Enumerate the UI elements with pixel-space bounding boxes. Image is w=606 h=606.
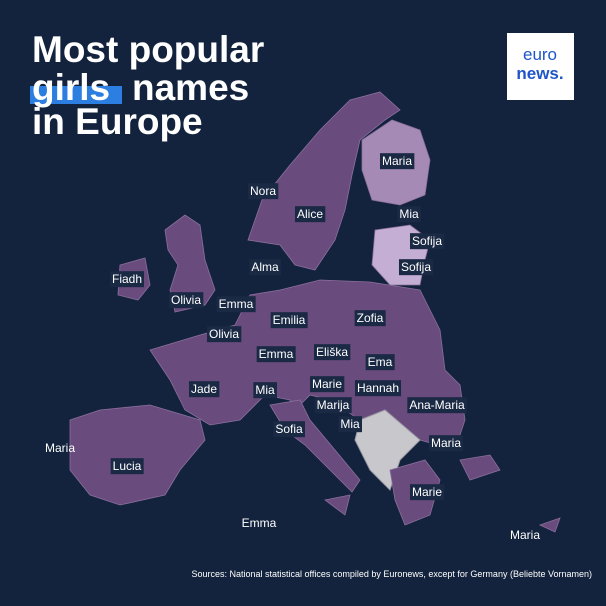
label-box (206, 326, 242, 343)
label-box (379, 153, 415, 170)
country-label: Lucia (113, 459, 142, 473)
label-box (309, 376, 345, 393)
country-label: Maria (45, 441, 75, 455)
logo-text: news. (516, 64, 563, 83)
country-label: Nora (250, 184, 276, 198)
country-label: Olivia (171, 293, 201, 307)
logo-text: euro (523, 45, 557, 64)
label-box (313, 344, 351, 361)
label-box (354, 310, 386, 327)
logo (507, 33, 574, 100)
label-box (253, 382, 277, 399)
country-label: Sofija (412, 234, 442, 248)
country-label: Maria (431, 436, 461, 450)
label-box (270, 312, 308, 329)
country-label: Mia (399, 207, 419, 221)
title-line: in Europe (32, 101, 203, 142)
label-box (338, 416, 362, 433)
label-box (409, 484, 445, 501)
country-label: Alice (297, 207, 323, 221)
country-label: Mia (340, 417, 360, 431)
label-box (256, 346, 296, 363)
country-label: Sofija (401, 260, 431, 274)
country-label: Emilia (273, 313, 306, 327)
country-label: Fiadh (112, 272, 142, 286)
highlight (30, 86, 122, 104)
country-label: Marie (412, 485, 442, 499)
label-box (168, 292, 204, 309)
country-label: Hannah (357, 381, 399, 395)
label-box (110, 458, 144, 475)
country-label: Zofia (357, 311, 384, 325)
country-label: Maria (382, 154, 412, 168)
label-box (247, 183, 279, 200)
country-label: Alma (251, 260, 279, 274)
label-box (188, 381, 220, 398)
label-box (109, 271, 145, 288)
country-label: Olivia (209, 327, 239, 341)
labels: Maria Nora Alice Mia Sofija Alma Sofija Fiadh Ol… (45, 153, 540, 542)
label-box (273, 421, 305, 438)
country-label: Emma (219, 297, 254, 311)
label-box (249, 259, 281, 276)
country-label: Mia (255, 383, 275, 397)
country-label: Marie (312, 377, 342, 391)
label-box (398, 259, 434, 276)
label-box (407, 397, 467, 414)
label-box (365, 354, 395, 371)
title-line: Most popular (32, 29, 264, 70)
label-box (428, 435, 464, 452)
country-label: Jade (191, 382, 217, 396)
label-box (397, 206, 421, 223)
country-label: Maria (510, 528, 540, 542)
label-box (216, 296, 256, 313)
title-line: names (132, 67, 249, 108)
title-highlight: girls (32, 67, 110, 108)
country-label: Emma (259, 347, 294, 361)
country-label: Sofia (275, 422, 303, 436)
label-box (409, 233, 445, 250)
country-label: Emma (242, 516, 277, 530)
country-label: Ema (368, 355, 393, 369)
source: Sources: National statistical offices co… (191, 569, 592, 579)
label-box (314, 397, 352, 414)
country-label: Marija (317, 398, 350, 412)
label-box (294, 206, 326, 223)
country-label: Eliška (316, 345, 348, 359)
country-label: Ana-Maria (409, 398, 465, 412)
label-box (354, 380, 402, 397)
